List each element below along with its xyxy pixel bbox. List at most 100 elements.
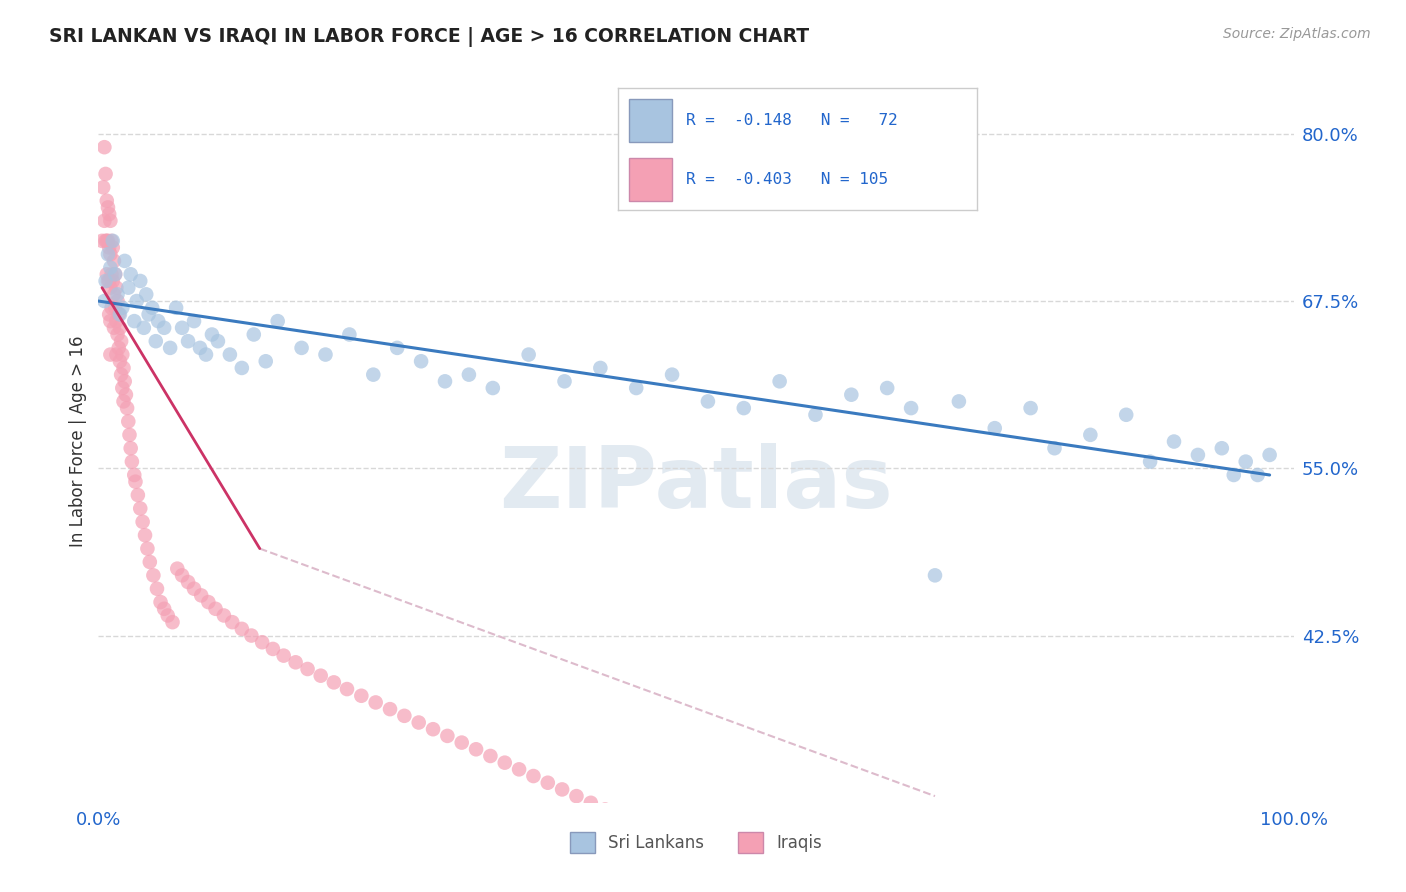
Point xyxy=(153,602,176,616)
Point xyxy=(103,320,125,334)
Point xyxy=(107,341,129,355)
Point xyxy=(117,415,139,429)
Point xyxy=(804,408,827,422)
Point xyxy=(104,268,127,282)
Point xyxy=(115,401,138,416)
Point xyxy=(120,268,142,282)
Point xyxy=(111,301,134,315)
Point xyxy=(579,796,602,810)
Point xyxy=(98,247,122,261)
Point xyxy=(221,615,243,630)
Point xyxy=(1187,448,1209,462)
Point xyxy=(363,368,385,382)
Point xyxy=(336,681,359,696)
Point xyxy=(107,327,129,342)
Point xyxy=(108,307,131,321)
Point xyxy=(114,254,136,268)
Y-axis label: In Labor Force | Age > 16: In Labor Force | Age > 16 xyxy=(69,335,87,548)
Point xyxy=(146,582,169,596)
Point xyxy=(183,314,205,328)
Point xyxy=(240,628,263,642)
Point xyxy=(1139,454,1161,469)
Point xyxy=(127,488,149,502)
Point xyxy=(104,301,127,315)
Point xyxy=(1163,434,1185,449)
Point xyxy=(315,347,337,362)
Point xyxy=(243,327,266,342)
Point xyxy=(105,280,128,294)
Point xyxy=(97,201,120,215)
Point xyxy=(172,568,194,582)
Point xyxy=(112,394,135,409)
Point xyxy=(108,320,131,334)
Point xyxy=(100,268,122,282)
Point xyxy=(91,234,114,248)
Point xyxy=(172,320,194,334)
Point xyxy=(508,762,530,776)
Point xyxy=(98,314,122,328)
Point xyxy=(93,293,115,308)
Point xyxy=(207,334,229,349)
Point xyxy=(114,375,136,389)
Point xyxy=(156,608,179,623)
Point xyxy=(697,394,720,409)
Point xyxy=(159,341,181,355)
Point xyxy=(733,401,755,416)
Point xyxy=(219,347,242,362)
Point xyxy=(103,254,125,268)
Point xyxy=(267,314,290,328)
Point xyxy=(117,280,139,294)
Point xyxy=(111,381,134,395)
Point xyxy=(120,442,142,456)
Text: Source: ZipAtlas.com: Source: ZipAtlas.com xyxy=(1223,27,1371,41)
Point xyxy=(565,789,588,804)
Point xyxy=(201,327,224,342)
Point xyxy=(94,274,117,288)
Point xyxy=(142,568,165,582)
Point xyxy=(110,368,132,382)
Point xyxy=(204,602,226,616)
Point xyxy=(100,234,122,248)
Point xyxy=(149,595,172,609)
Point xyxy=(135,287,157,301)
Point xyxy=(103,287,125,301)
Point xyxy=(494,756,516,770)
Point xyxy=(94,234,117,248)
Point xyxy=(107,307,129,321)
Point xyxy=(537,775,560,790)
Text: ZIPatlas: ZIPatlas xyxy=(499,443,893,526)
Point xyxy=(458,368,481,382)
Point xyxy=(101,240,124,255)
Point xyxy=(96,194,118,208)
Point xyxy=(593,803,616,817)
Point xyxy=(98,347,122,362)
Point xyxy=(148,314,170,328)
Point xyxy=(124,314,146,328)
Point xyxy=(165,301,187,315)
Point xyxy=(250,635,273,649)
Point xyxy=(97,234,120,248)
Point xyxy=(118,428,141,442)
Point xyxy=(465,742,488,756)
Point xyxy=(262,642,284,657)
Point xyxy=(107,293,129,308)
Point xyxy=(1247,467,1270,482)
Point xyxy=(98,307,121,321)
Point xyxy=(876,381,898,395)
Point xyxy=(768,375,790,389)
Point xyxy=(1080,428,1102,442)
Point xyxy=(522,769,544,783)
Point xyxy=(124,467,146,482)
Point xyxy=(101,274,124,288)
Point xyxy=(1223,467,1246,482)
Point xyxy=(434,375,457,389)
Point xyxy=(554,375,576,389)
Point xyxy=(322,675,344,690)
Point xyxy=(284,655,307,669)
Point xyxy=(97,247,120,261)
Point xyxy=(93,213,115,227)
Point xyxy=(111,347,134,362)
Point xyxy=(385,341,409,355)
Point xyxy=(108,354,131,368)
Point xyxy=(124,475,146,489)
